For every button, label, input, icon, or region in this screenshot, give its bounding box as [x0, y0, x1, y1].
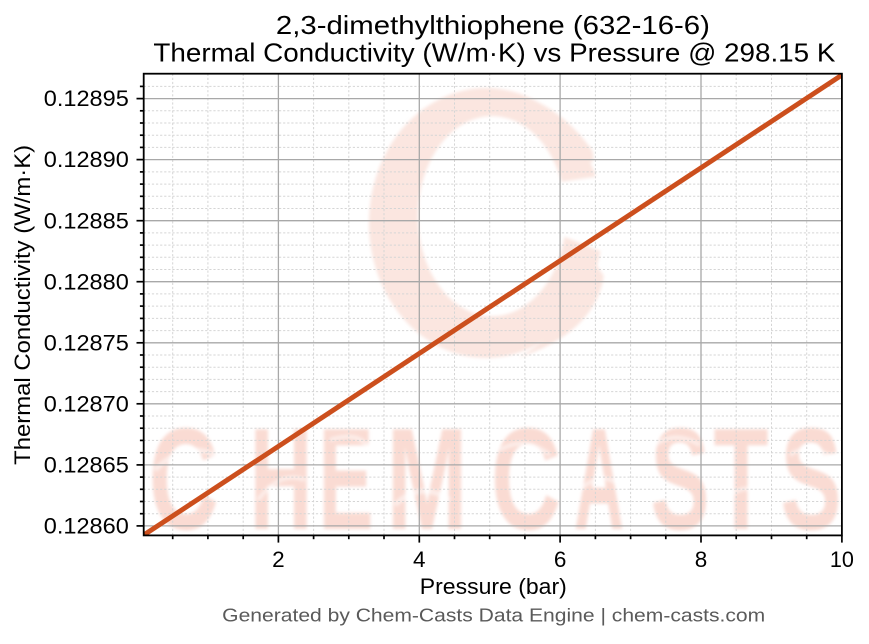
svg-text:10: 10 — [830, 547, 854, 572]
svg-text:T: T — [714, 398, 769, 560]
svg-text:0.12860: 0.12860 — [44, 514, 129, 539]
svg-text:6: 6 — [554, 547, 567, 572]
svg-text:0.12865: 0.12865 — [44, 453, 129, 478]
svg-text:2,3-dimethylthiophene (632-16-: 2,3-dimethylthiophene (632-16-6) — [276, 10, 710, 40]
svg-text:0.12890: 0.12890 — [44, 147, 129, 172]
svg-text:S: S — [651, 398, 710, 560]
svg-text:C: C — [149, 398, 219, 560]
svg-text:Thermal Conductivity (W/m·K): Thermal Conductivity (W/m·K) — [10, 145, 35, 465]
svg-text:4: 4 — [413, 547, 426, 572]
svg-text:2: 2 — [272, 547, 285, 572]
svg-text:8: 8 — [695, 547, 708, 572]
svg-text:Thermal Conductivity (W/m·K) v: Thermal Conductivity (W/m·K) vs Pressure… — [153, 38, 836, 68]
svg-text:0.12880: 0.12880 — [44, 269, 129, 294]
svg-text:C: C — [491, 398, 561, 560]
svg-text:S: S — [781, 398, 842, 560]
svg-text:E: E — [319, 398, 374, 560]
svg-text:0.12875: 0.12875 — [44, 330, 129, 355]
svg-text:0.12885: 0.12885 — [44, 208, 129, 233]
svg-text:Generated by Chem-Casts Data E: Generated by Chem-Casts Data Engine | ch… — [222, 605, 765, 626]
svg-text:0.12870: 0.12870 — [44, 391, 129, 416]
svg-text:0.12895: 0.12895 — [44, 86, 129, 111]
svg-text:Pressure (bar): Pressure (bar) — [420, 574, 567, 599]
